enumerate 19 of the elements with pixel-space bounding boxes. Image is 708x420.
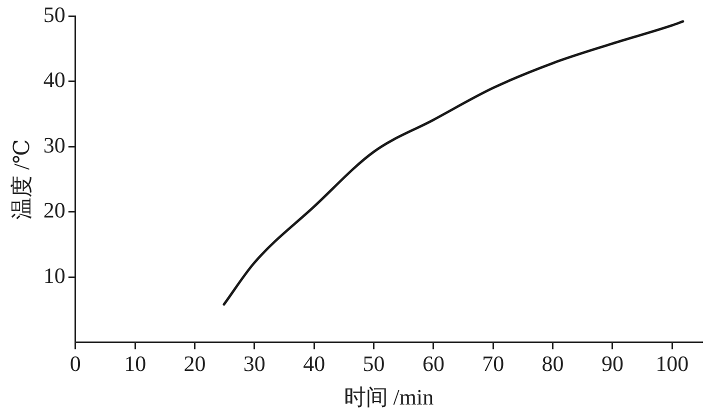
- y-tick-label: 30: [43, 132, 66, 158]
- y-tick-label: 20: [43, 198, 66, 223]
- line-series: [222, 20, 684, 306]
- x-tick-label: 80: [542, 351, 564, 376]
- x-tick-label: 70: [482, 351, 504, 376]
- x-axis-title: 时间 /min: [344, 384, 434, 410]
- x-tick-label: 90: [601, 351, 624, 376]
- y-tick-label: 40: [43, 67, 66, 92]
- y-tick-label: 50: [43, 2, 66, 27]
- y-axis-title: 温度 /℃: [8, 139, 34, 220]
- x-tick-label: 0: [70, 351, 81, 376]
- x-tick-label: 50: [362, 351, 385, 376]
- y-tick-label: 10: [43, 262, 66, 288]
- x-tick-label: 60: [422, 351, 444, 376]
- x-tick-label: 10: [124, 351, 146, 376]
- x-tick-label: 100: [656, 351, 689, 376]
- x-tick-label: 40: [303, 351, 326, 376]
- x-tick-label: 30: [243, 351, 266, 376]
- x-tick-label: 20: [184, 351, 206, 376]
